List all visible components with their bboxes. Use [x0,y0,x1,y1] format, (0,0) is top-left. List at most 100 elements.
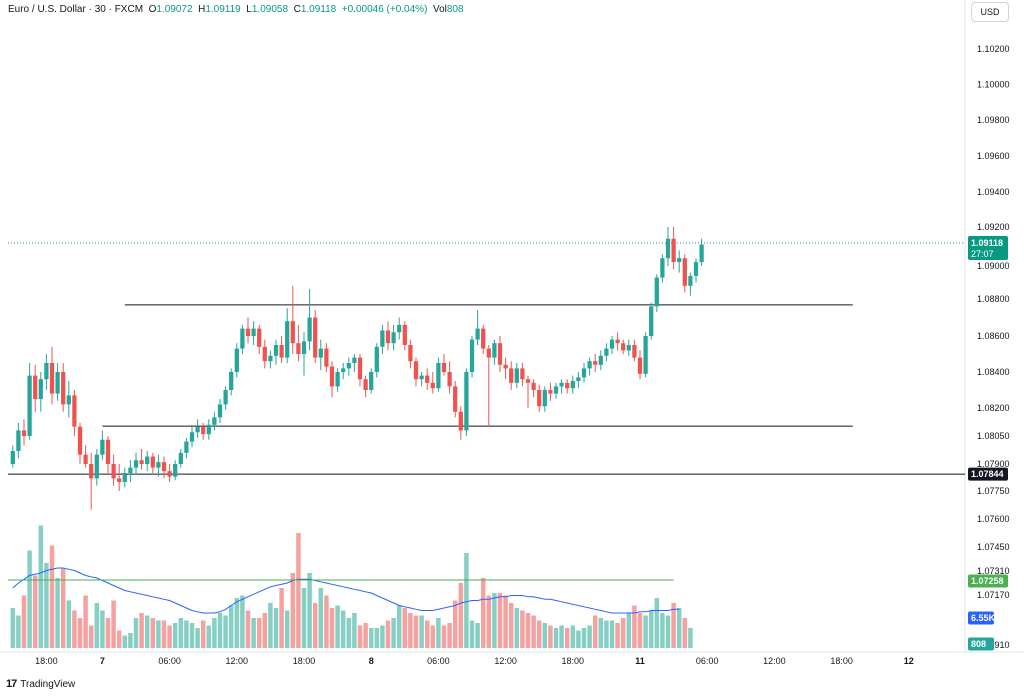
candle [570,375,575,394]
candle-body [195,426,200,433]
candle [391,324,396,351]
volume-bar [167,625,172,648]
candle-body [598,355,603,365]
volume-bar [609,620,615,648]
candle [699,238,704,266]
candle [598,350,603,371]
price-tick-label: 1.09800 [977,115,1010,125]
candle [531,379,536,398]
candle-body [72,395,77,427]
candle [637,350,643,380]
price-tag-countdown: 27:07 [971,249,994,259]
price-tick-label: 1.09600 [977,151,1010,161]
volume-bar [206,625,212,648]
candle-body [167,471,172,477]
candle-body [693,262,699,276]
candle-body [223,390,228,405]
volume-bar [284,610,290,648]
volume-bar [424,620,430,648]
candle [245,317,251,344]
volume-bar [469,620,475,648]
candle [290,285,295,354]
candle-body [139,460,144,464]
volume-bar [111,600,116,648]
candle [234,343,239,378]
currency-button[interactable]: USD [971,2,1009,22]
candle [83,445,88,468]
volume-bar [660,613,665,648]
volume-bar [654,598,660,648]
volume-bar [604,620,609,648]
candle [38,372,43,412]
volume-bar [531,615,536,648]
candle [593,354,598,372]
volume-bar [44,563,49,648]
candle-body [660,258,665,278]
candle-body [105,439,111,464]
volume-bar [273,608,279,648]
candle-body [637,357,643,374]
volume-bar [447,623,452,648]
candle-body [593,361,598,365]
volume-bar [626,613,632,648]
candle-body [649,306,654,336]
time-tick-label: 11 [635,656,645,666]
candle-body [307,317,312,342]
low-value: 1.09058 [251,4,289,15]
branding-label: TradingView [20,678,76,690]
price-tick-label: 1.09200 [977,222,1010,232]
candle-body [402,324,407,345]
candle-body [206,424,211,435]
volume-bar [419,615,424,648]
candle-body [503,364,508,369]
candle [324,343,329,372]
volume-bar [413,615,419,648]
candle-body [251,328,256,336]
symbol-title[interactable]: Euro / U.S. Dollar · 30 · FXCM [8,4,144,15]
price-tick-label: 1.08050 [977,431,1010,441]
price-tick-label: 1.09000 [977,261,1010,271]
candle-body [397,324,402,333]
volume-bar [77,618,83,648]
candle-body [447,372,452,387]
candle [223,386,228,410]
volume-bar [189,623,195,648]
volume-bar [105,618,111,648]
candle-body [475,328,480,340]
time-tick-label: 8 [369,656,374,666]
candle-body [290,321,295,344]
candle-body [128,467,133,473]
candle-body [604,348,609,356]
volume-bar [60,568,66,648]
volume-bar [228,605,234,648]
branding[interactable]: 17 TradingView [6,678,75,690]
candle [161,456,167,479]
candle [268,350,273,369]
volume-bar [391,618,396,648]
volume-bar [542,623,548,648]
candle [660,254,665,283]
volume-bar [637,613,643,648]
volume-bar [374,628,380,648]
candle [503,357,508,380]
price-tick-label: 1.07750 [977,486,1010,496]
candle-body [122,473,127,482]
candle-body [643,336,648,374]
candle-body [581,368,587,378]
volume-bar [329,608,335,648]
open-label: O [148,4,157,15]
candle [55,363,60,401]
volume-bar [688,627,693,648]
candle-body [178,452,183,464]
time-tick-label: 18:00 [830,656,853,666]
candle-body [100,439,105,455]
candle-body [413,361,419,380]
candle [380,324,385,354]
volume-bar [72,610,77,648]
volume-bar [38,525,44,648]
candle-body [688,275,693,286]
price-tick-label: 1.07600 [977,514,1010,524]
price-tag-bg [968,611,994,625]
candle [581,363,587,383]
